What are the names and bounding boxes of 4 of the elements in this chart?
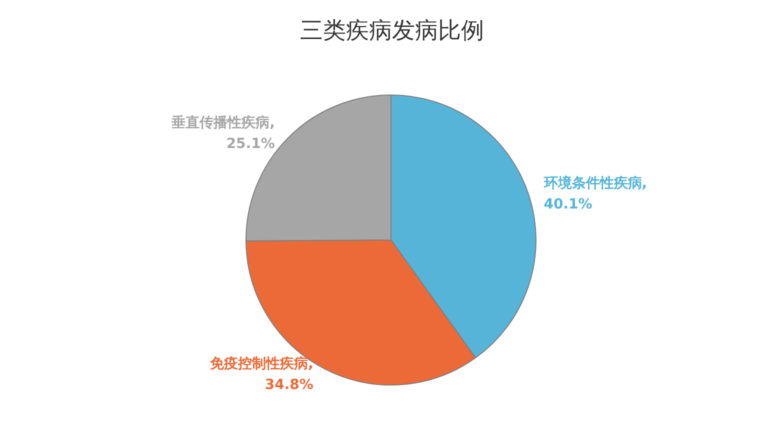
slice-label: 环境条件性疾病, 40.1% xyxy=(542,174,648,212)
chart-title: 三类疾病发病比例 xyxy=(300,18,484,43)
slice-label: 垂直传播性疾病, 25.1% xyxy=(170,114,275,152)
slice-label: 免疫控制性疾病, 34.8% xyxy=(209,355,314,394)
